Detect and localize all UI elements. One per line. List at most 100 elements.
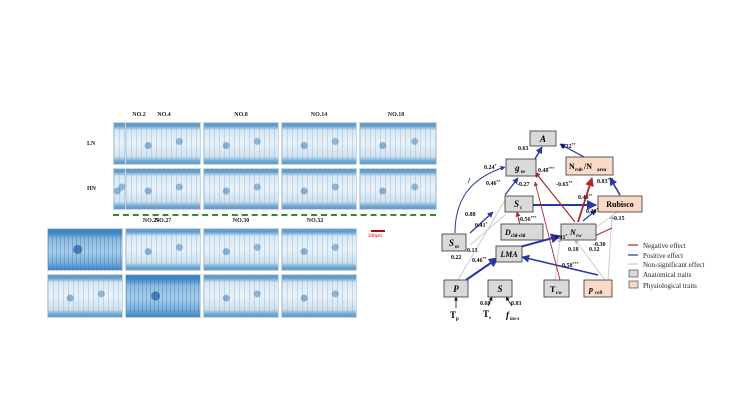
node-ncw: N cw xyxy=(560,223,597,241)
svg-text:N: N xyxy=(569,162,575,171)
svg-text:Physiological traits: Physiological traits xyxy=(643,282,697,290)
svg-text:area: area xyxy=(597,168,607,173)
svg-text:A: A xyxy=(539,134,546,144)
micrograph-hn-no25 xyxy=(47,274,123,318)
exogenous-labels: T p T s f ias-s xyxy=(450,309,520,322)
nonsig-edges xyxy=(457,199,621,281)
column-label: NO.8 xyxy=(234,112,248,118)
svg-text:S: S xyxy=(514,199,519,209)
svg-text:Rubisco: Rubisco xyxy=(606,200,634,209)
column-label: NO.18 xyxy=(387,112,405,118)
svg-text:0.48***: 0.48*** xyxy=(538,166,555,174)
legend: Negative effect Positive effect Non-sign… xyxy=(628,242,705,290)
svg-text:0.63: 0.63 xyxy=(518,146,529,152)
svg-text:0.22: 0.22 xyxy=(451,255,462,261)
micrograph-hn-no27 xyxy=(125,274,201,318)
column-label: NO.32 xyxy=(306,218,324,224)
micrograph-hn-no18 xyxy=(359,168,437,210)
column-label: NO.27 xyxy=(154,218,172,224)
column-label: NO.14 xyxy=(310,112,328,118)
svg-text:0.12: 0.12 xyxy=(589,247,600,253)
group-divider xyxy=(113,214,436,216)
svg-text:LMA: LMA xyxy=(499,250,518,259)
path-coefficients: 0.63 0.32** 0.24* 0.46** 0.48*** -0.27 -… xyxy=(451,142,625,307)
node-sc: S c xyxy=(504,195,534,213)
svg-text:0.58***: 0.58*** xyxy=(562,261,579,269)
svg-text:m: m xyxy=(521,170,525,175)
micrograph-ln-no30 xyxy=(203,228,279,271)
svg-text:0.48**: 0.48** xyxy=(578,193,593,201)
node-dchl: D chl-chl xyxy=(500,223,544,241)
svg-text:cw: cw xyxy=(556,291,562,296)
svg-text:0.46**: 0.46** xyxy=(486,179,501,187)
svg-text:-0.56***: -0.56*** xyxy=(518,215,537,223)
svg-text:T: T xyxy=(483,309,489,319)
svg-text:Negative effect: Negative effect xyxy=(643,242,686,250)
exogenous-edges xyxy=(454,296,513,308)
column-label: NO.2 xyxy=(132,112,146,118)
node-s: S xyxy=(487,279,513,298)
svg-text:m: m xyxy=(455,245,459,250)
svg-text:chl-chl: chl-chl xyxy=(511,234,526,239)
column-label: NO.30 xyxy=(232,218,250,224)
micrograph-ln-no8 xyxy=(203,122,279,165)
micrograph-ln-no18 xyxy=(359,122,437,165)
svg-text:c: c xyxy=(520,206,523,211)
svg-text:-0.30: -0.30 xyxy=(593,242,606,248)
scale-bar xyxy=(371,230,385,232)
micrograph-ln-no27 xyxy=(125,228,201,271)
column-label: NO.4 xyxy=(157,112,171,118)
micrograph-hn-no4 xyxy=(125,168,201,210)
node-A: A xyxy=(529,130,557,147)
svg-text:0.13: 0.13 xyxy=(467,248,478,254)
svg-text:ias-s: ias-s xyxy=(510,317,520,322)
micrograph-hn-no30 xyxy=(203,274,279,318)
node-lma: LMA xyxy=(495,245,523,263)
svg-text:p: p xyxy=(456,317,459,322)
svg-text:0.32**: 0.32** xyxy=(561,142,576,150)
svg-text:0.24*: 0.24* xyxy=(484,163,497,171)
svg-text:0.18: 0.18 xyxy=(568,247,579,253)
node-p: P xyxy=(443,279,469,298)
svg-text:0.41*: 0.41* xyxy=(475,221,488,229)
svg-text:Anatomical traits: Anatomical traits xyxy=(643,271,692,279)
column-label: NO.25 xyxy=(142,218,160,224)
svg-text:0.69: 0.69 xyxy=(480,301,491,307)
svg-text:S: S xyxy=(497,284,502,294)
svg-text:0.46**: 0.46** xyxy=(472,256,487,264)
svg-text:-0.65**: -0.65** xyxy=(556,180,573,188)
svg-text:-0.27: -0.27 xyxy=(517,182,530,188)
micrograph-hn-no32 xyxy=(281,274,357,318)
row-label-hn: HN xyxy=(87,186,96,192)
svg-text:0.88: 0.88 xyxy=(465,212,476,218)
node-pcell: p cell xyxy=(583,279,613,298)
micrograph-ln-no32 xyxy=(281,228,357,271)
micrograph-hn-no14 xyxy=(281,168,357,210)
svg-text:f: f xyxy=(506,310,510,320)
node-rubisco: Rubisco xyxy=(597,195,643,213)
svg-text:0.83***: 0.83*** xyxy=(597,177,614,185)
micrograph-ln-no25 xyxy=(47,228,123,271)
svg-text:Positive effect: Positive effect xyxy=(643,252,683,260)
svg-text:T: T xyxy=(550,285,556,294)
svg-text:D: D xyxy=(504,228,511,237)
node-nrub-narea: N rub /N area xyxy=(565,156,614,176)
node-tcw: T cw xyxy=(543,279,570,298)
svg-text:rub: rub xyxy=(575,168,583,173)
svg-text:0.41*: 0.41* xyxy=(555,233,568,241)
svg-text:S: S xyxy=(449,238,454,248)
svg-text:g: g xyxy=(514,163,520,173)
micrograph-hn-no8 xyxy=(203,168,279,210)
svg-text:-0.15: -0.15 xyxy=(612,216,625,222)
micrograph-ln-no4 xyxy=(125,122,201,165)
svg-text:cell: cell xyxy=(595,291,603,296)
svg-text:Non-significant effect: Non-significant effect xyxy=(643,261,705,269)
svg-text:cw: cw xyxy=(576,234,582,239)
svg-text:p: p xyxy=(588,285,593,294)
svg-text:N: N xyxy=(569,228,577,237)
svg-text:T: T xyxy=(450,310,456,320)
svg-text:s: s xyxy=(489,316,491,321)
svg-text:0.26*: 0.26* xyxy=(586,207,599,215)
